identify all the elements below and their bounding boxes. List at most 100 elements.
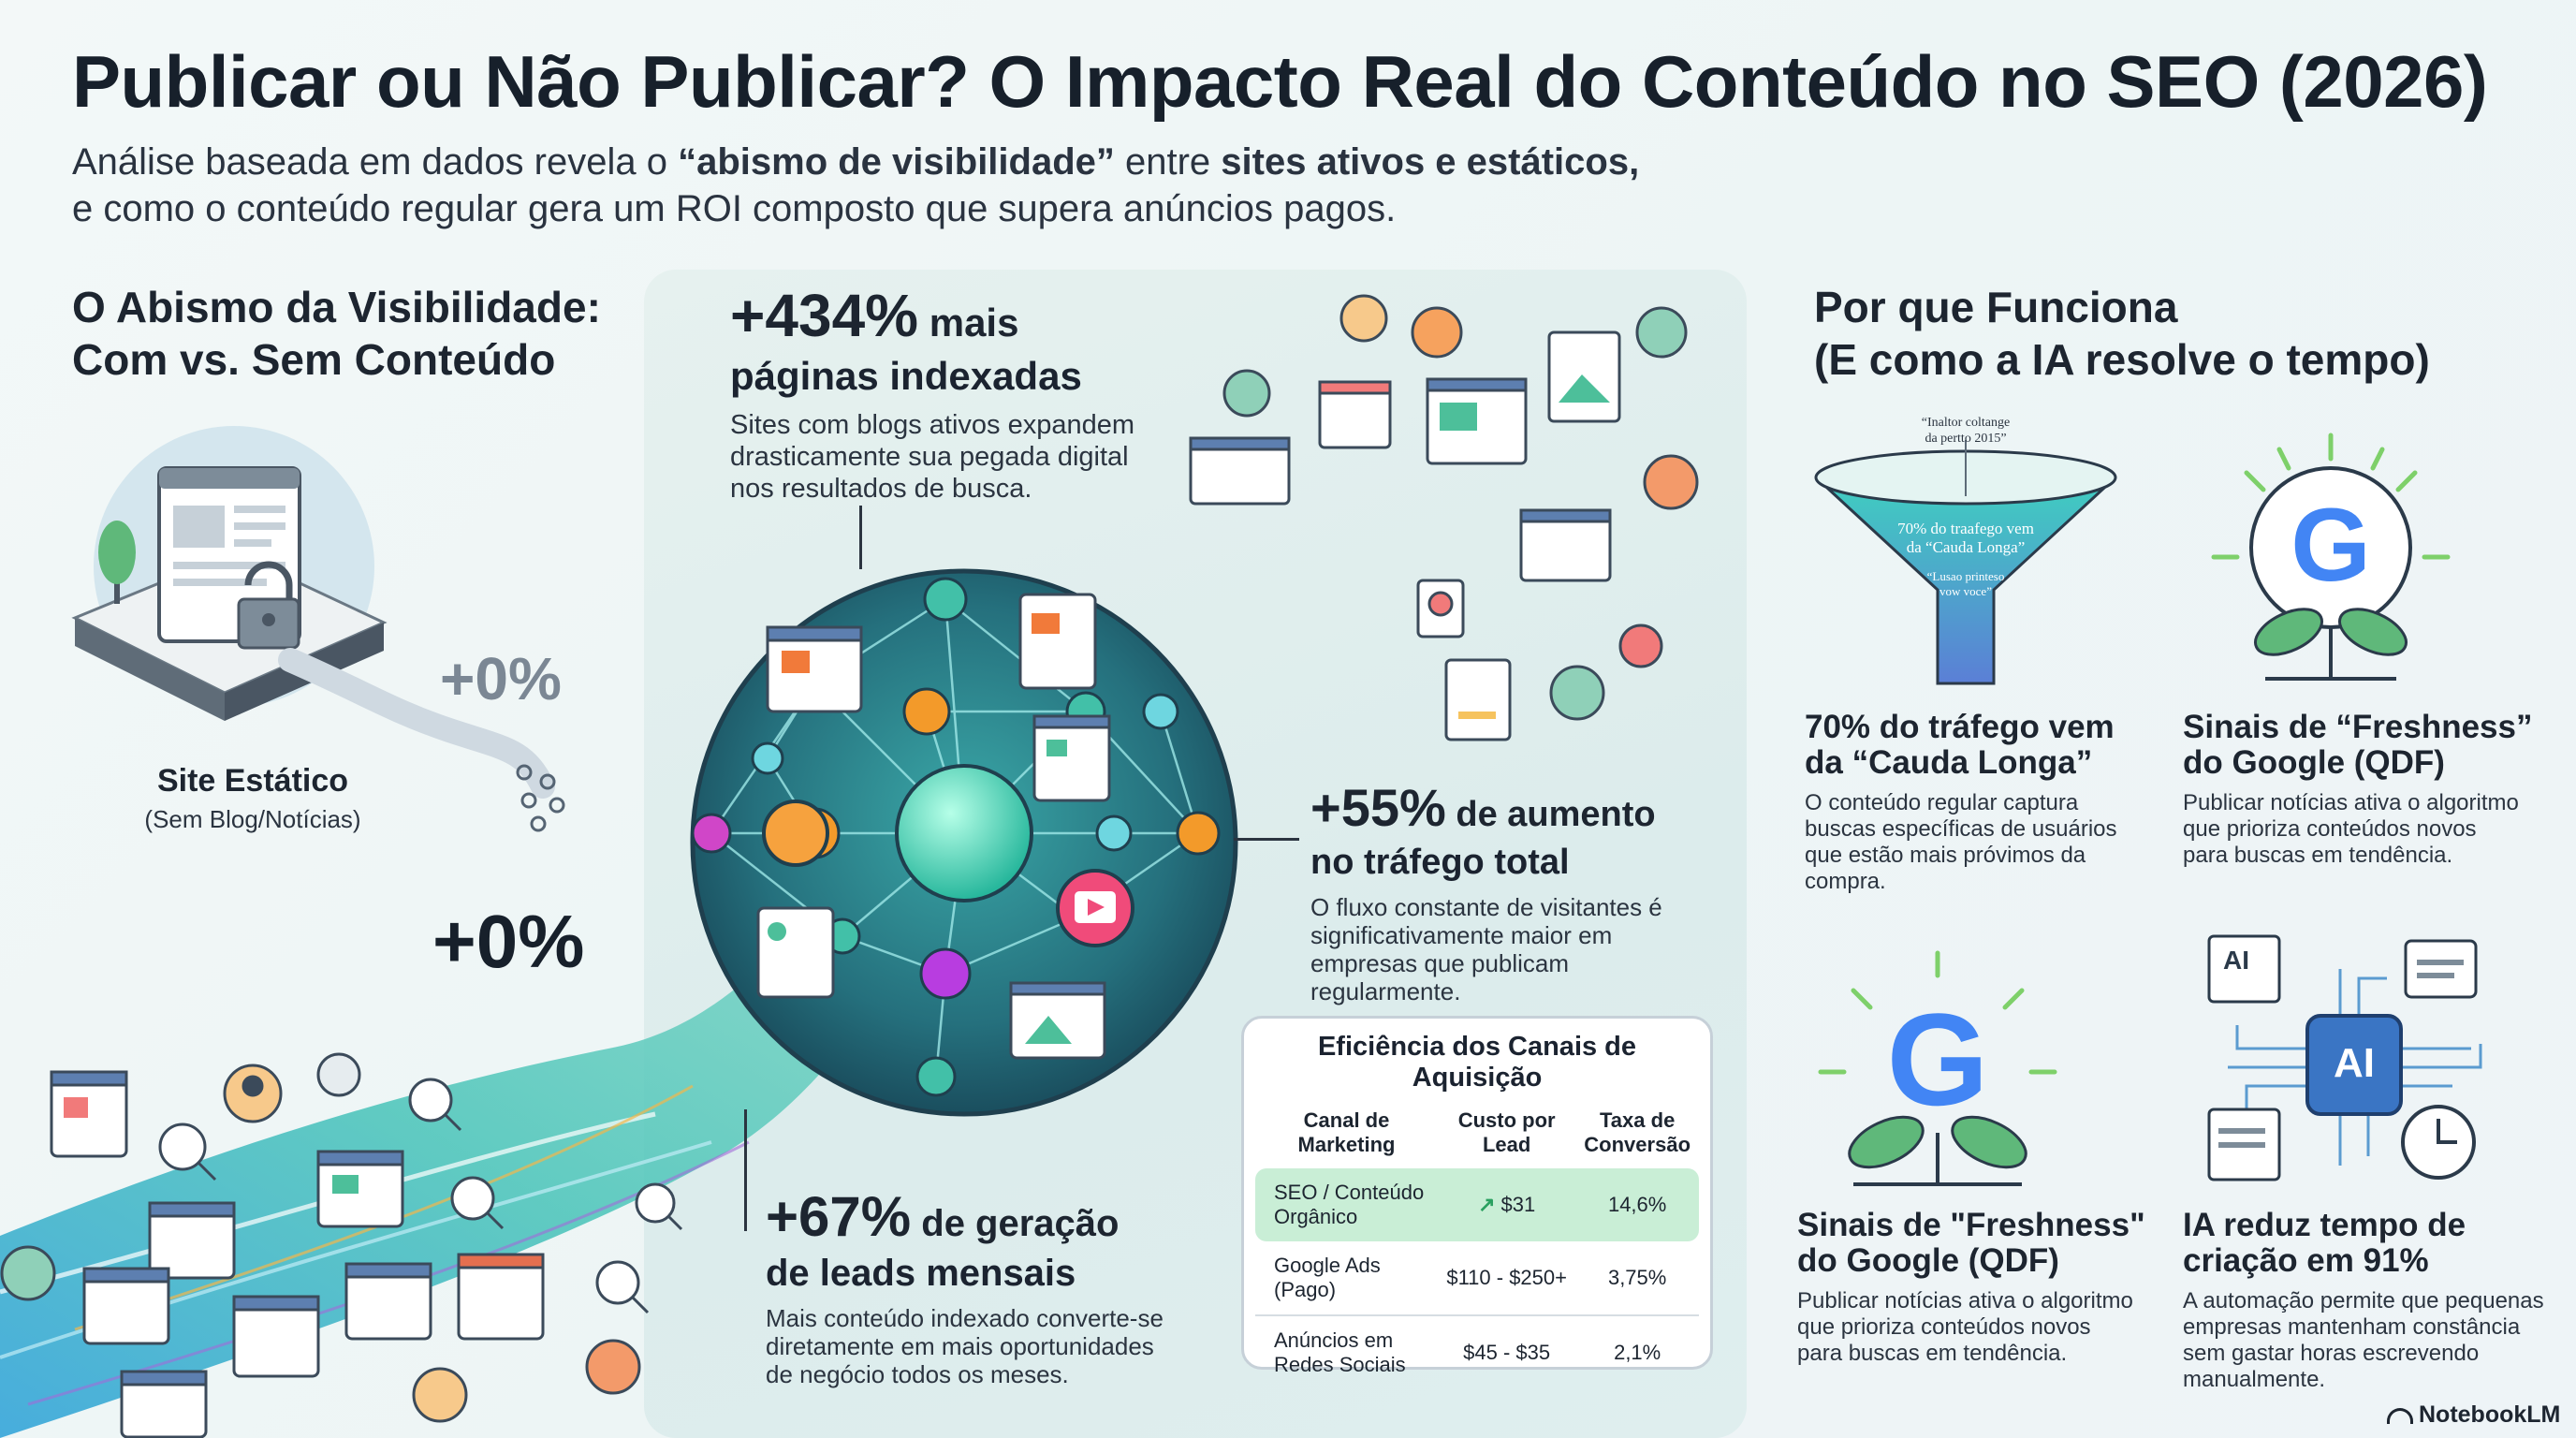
faded-search-icons [516, 764, 565, 832]
document-icon [1018, 593, 1097, 690]
tree-icon [98, 521, 136, 604]
card2-description: Publicar notícias ativa o algoritmo que p… [2183, 790, 2519, 868]
image-icon [1547, 330, 1621, 423]
sprout-icon [1848, 1115, 2027, 1186]
freshness-card-top: Sinais de “Freshness” do Google (QDF) Pub… [2183, 710, 2557, 869]
stat1-description: Sites com blogs ativos expandem drasticam… [730, 410, 1134, 504]
static-site-sublabel: (Sem Blog/Notícias) [144, 805, 361, 833]
card1-description: O conteúdo regular captura buscas específ… [1805, 790, 2117, 894]
static-site-dry-stream [278, 648, 555, 799]
subtitle-line-2: e como o conteúdo regular gera um ROI co… [72, 188, 1397, 229]
avatar-icon [1643, 454, 1699, 510]
stream-icons [0, 1052, 683, 1438]
content-network-sphere [690, 568, 1238, 1117]
stat2-headline: +55% de aumento [1310, 778, 1656, 837]
funnel-text-2: da “Cauda Longa” [1907, 538, 2026, 556]
table-row: SEO / Conteúdo Orgânico ↗ $31 14,6% [1255, 1168, 1699, 1241]
big-zero-percent: +0% [432, 900, 585, 983]
padlock-icon [237, 561, 300, 650]
ai-chip-icon: AI AI [2207, 934, 2482, 1181]
long-tail-card: 70% do tráfego vem da “Cauda Longa” O con… [1805, 710, 2142, 895]
static-site-caption: Site Estático (Sem Blog/Notícias) [94, 763, 412, 834]
cost-cell: $110 - $250+ [1446, 1266, 1567, 1289]
document-icon [2207, 1108, 2281, 1181]
rate-cell: 14,6% [1575, 1168, 1699, 1241]
stat3-description: Mais conteúdo indexado converte-se direta… [766, 1304, 1164, 1388]
sunburst-rays [1818, 950, 2057, 1075]
document-icon [1426, 377, 1528, 465]
stat1-headline: +434% mais [730, 282, 1019, 349]
search-icon [450, 1176, 505, 1230]
sphere-documents [756, 593, 1111, 1060]
cost-cell: ↗ $31 [1438, 1168, 1576, 1241]
stat2-line2: no tráfego total [1310, 843, 1570, 882]
avatar-icon [1411, 306, 1463, 359]
stat-indexed-pages: +434% mais páginas indexadas Sites com b… [730, 286, 1134, 505]
funnel-top-text-2: da pertto 2015” [1925, 432, 2006, 446]
ai-document-label: AI [2223, 946, 2249, 975]
rate-cell: 2,1% [1575, 1314, 1699, 1389]
document-icon [1519, 508, 1612, 582]
funnel-text-4: vow voce” [1939, 584, 1992, 598]
funnel-text-1: 70% do traafego vem [1897, 520, 2034, 537]
table-row: Google Ads (Pago) $110 - $250+ 3,75% [1255, 1241, 1699, 1314]
stat1-line2: páginas indexadas [730, 354, 1082, 398]
table-row: Anúncios em Redes Sociais $45 - $35 2,1% [1255, 1314, 1699, 1389]
chat-bubble-icon [2404, 939, 2478, 999]
document-icon [120, 1370, 208, 1438]
video-play-icon [1056, 869, 1134, 947]
card3-title: Sinais de "Freshness" do Google (QDF) [1797, 1207, 2145, 1279]
stat2-description: O fluxo constante de visitantes é signifi… [1310, 893, 1662, 1005]
subtitle-line-1: Análise baseada em dados revela o “abism… [72, 141, 1640, 183]
header-channel: Canal de Marketing [1297, 1108, 1396, 1156]
document-icon [766, 625, 863, 713]
clock-icon [2401, 1105, 2476, 1180]
freshness-card-bottom: Sinais de "Freshness" do Google (QDF) Pub… [1797, 1208, 2172, 1367]
chat-bubble-icon [316, 1052, 361, 1097]
ai-document-icon: AI [2207, 934, 2281, 1004]
table-title: Eficiência dos Canais de Aquisição [1317, 1032, 1637, 1093]
static-site-illustration [71, 426, 565, 832]
document-icon [1318, 380, 1392, 449]
card2-title: Sinais de “Freshness” do Google (QDF) [2183, 709, 2533, 781]
rate-cell: 3,75% [1607, 1266, 1667, 1289]
search-icon [635, 1182, 683, 1231]
trend-up-icon: ↗ [1478, 1193, 1496, 1216]
google-g-letter: G [1887, 986, 1989, 1133]
document-icon [82, 1267, 170, 1345]
static-percent: +0% [440, 645, 562, 712]
left-heading: O Abismo da Visibilidade: Com vs. Sem Co… [72, 283, 601, 384]
stat3-line2: de leads mensais [766, 1253, 1076, 1294]
cost-cell: $45 - $35 [1438, 1314, 1576, 1389]
card4-title: IA reduz tempo de criação em 91% [2183, 1207, 2466, 1279]
stat2-connector [1234, 838, 1299, 841]
avatar-icon [412, 1367, 468, 1423]
stat-leads: +67% de geração de leads mensais Mais co… [766, 1185, 1164, 1389]
image-icon [1009, 981, 1106, 1060]
document-icon [1032, 714, 1111, 802]
channel-efficiency-table: Eficiência dos Canais de Aquisição Canal… [1241, 1016, 1713, 1376]
card3-description: Publicar notícias ativa o algoritmo que p… [1797, 1288, 2133, 1366]
document-icon [756, 906, 835, 999]
search-icon [408, 1078, 462, 1132]
google-freshness-icon-2: G [1818, 950, 2057, 1186]
document-icon [148, 1201, 236, 1280]
sunburst-rays [2211, 433, 2451, 560]
sprout-icon [2254, 608, 2408, 681]
header-rate: Taxa de Conversão [1584, 1108, 1691, 1156]
channel-cell: Anúncios em Redes Sociais [1255, 1314, 1439, 1389]
circuit-traces [2228, 969, 2482, 1166]
stat-traffic: +55% de aumento no tráfego total O fluxo… [1310, 778, 1662, 1006]
stat3-headline: +67% de geração [766, 1185, 1120, 1248]
static-site-platform-left [75, 618, 225, 721]
avatar-icon [1339, 294, 1388, 343]
card1-title: 70% do tráfego vem da “Cauda Longa” [1805, 709, 2115, 781]
network-core-node [895, 764, 1033, 902]
channel-cell: SEO / Conteúdo Orgânico [1255, 1168, 1439, 1241]
long-tail-funnel-icon: “Inaltor coltange da pertto 2015” 70% do… [1814, 416, 2117, 685]
page-title: Publicar ou Não Publicar? O Impacto Real… [72, 40, 2488, 123]
stat1-connector [859, 506, 862, 569]
document-icon [457, 1253, 545, 1341]
channel-cell: Google Ads (Pago) [1274, 1254, 1381, 1301]
ai-chip-body [2305, 1014, 2403, 1116]
